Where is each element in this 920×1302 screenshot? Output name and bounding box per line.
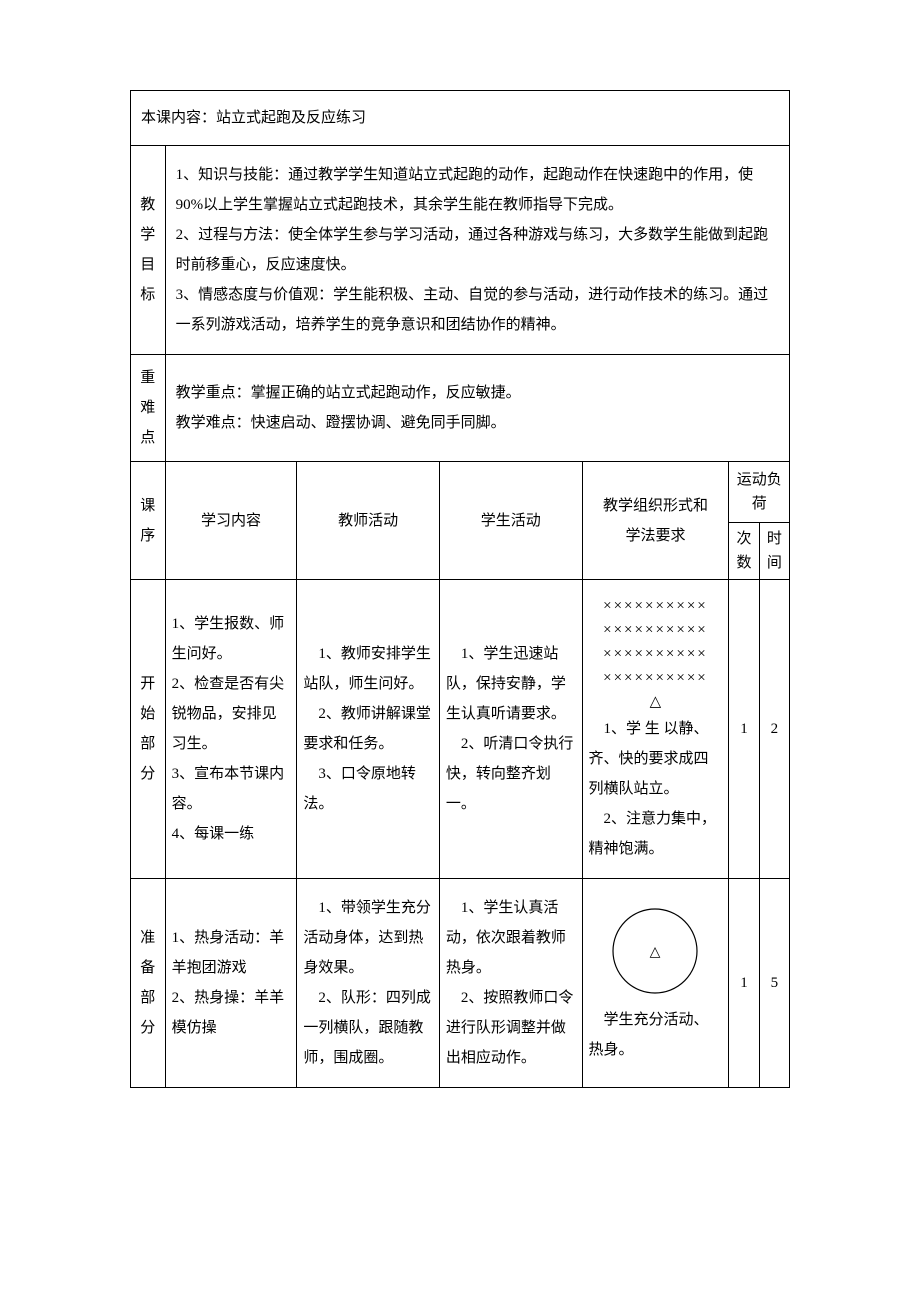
s2-teacher-2: 2、队形：四列成一列横队，跟随教师，围成圈。 xyxy=(303,983,433,1073)
s1-teacher-1: 1、教师安排学生站队，师生问好。 xyxy=(303,639,433,699)
header-duration: 时间 xyxy=(759,523,789,580)
s2-content-1: 1、热身活动：羊羊抱团游戏 xyxy=(172,923,291,983)
section-prep-content: 1、热身活动：羊羊抱团游戏 2、热身操：羊羊模仿操 xyxy=(165,879,297,1088)
header-teacher: 教师活动 xyxy=(297,462,440,580)
section-start-row: 开始部分 1、学生报数、师生问好。 2、检查是否有尖锐物品，安排见习生。 3、宣… xyxy=(131,580,790,879)
section-prep-label-text: 准备部分 xyxy=(135,923,161,1043)
keypoints-content: 教学重点：掌握正确的站立式起跑动作，反应敏捷。 教学难点：快速启动、蹬摆协调、避… xyxy=(165,355,789,462)
s1-content-3: 3、宣布本节课内容。 xyxy=(172,759,291,819)
section-start-teacher: 1、教师安排学生站队，师生问好。 2、教师讲解课堂要求和任务。 3、口令原地转法… xyxy=(297,580,440,879)
section-start-label: 开始部分 xyxy=(131,580,166,879)
section-prep-student: 1、学生认真活动，依次跟着教师热身。 2、按照教师口令进行队形调整并做出相应动作… xyxy=(439,879,582,1088)
lesson-plan-table: 本课内容：站立式起跑及反应练习 教学目标 1、知识与技能：通过教学学生知道站立式… xyxy=(130,90,790,1088)
objective-1: 1、知识与技能：通过教学学生知道站立式起跑的动作，起跑动作在快速跑中的作用，使 … xyxy=(176,160,779,220)
title-label: 本课内容： xyxy=(141,110,216,126)
section-start-content: 1、学生报数、师生问好。 2、检查是否有尖锐物品，安排见习生。 3、宣布本节课内… xyxy=(165,580,297,879)
s2-student-2: 2、按照教师口令进行队形调整并做出相应动作。 xyxy=(446,983,576,1073)
keypoints-label: 重难点 xyxy=(131,355,166,462)
header-org-bottom: 学法要求 xyxy=(587,521,725,551)
objectives-label-text: 教学目标 xyxy=(135,190,161,310)
circle-formation-icon: △ xyxy=(605,903,705,999)
objective-3: 3、情感态度与价值观：学生能积极、主动、自觉的参与活动，进行动作技术的练习。通过… xyxy=(176,280,779,340)
header-content: 学习内容 xyxy=(165,462,297,580)
s1-content-2: 2、检查是否有尖锐物品，安排见习生。 xyxy=(172,669,291,759)
header-org-top: 教学组织形式和 xyxy=(587,491,725,521)
table-header-row-1: 课序 学习内容 教师活动 学生活动 教学组织形式和 学法要求 运动负荷 xyxy=(131,462,790,523)
s1-teacher-3: 3、口令原地转法。 xyxy=(303,759,433,819)
s1-org-triangle: △ xyxy=(589,690,723,714)
section-prep-row: 准备部分 1、热身活动：羊羊抱团游戏 2、热身操：羊羊模仿操 1、带领学生充分活… xyxy=(131,879,790,1088)
keypoints-row: 重难点 教学重点：掌握正确的站立式起跑动作，反应敏捷。 教学难点：快速启动、蹬摆… xyxy=(131,355,790,462)
s1-org-1: 1、学 生 以静、齐、快的要求成四列横队站立。 xyxy=(589,714,723,804)
lesson-title-cell: 本课内容：站立式起跑及反应练习 xyxy=(131,91,790,146)
keypoints-label-text: 重难点 xyxy=(135,363,161,453)
s1-duration: 2 xyxy=(759,580,789,879)
s2-org-1: 学生充分活动、热身。 xyxy=(589,1005,723,1065)
s1-org-x2: ×××××××××× xyxy=(589,618,723,642)
keypoint-2: 教学难点：快速启动、蹬摆协调、避免同手同脚。 xyxy=(176,408,779,438)
objectives-content: 1、知识与技能：通过教学学生知道站立式起跑的动作，起跑动作在快速跑中的作用，使 … xyxy=(165,146,789,355)
section-prep-label: 准备部分 xyxy=(131,879,166,1088)
header-student: 学生活动 xyxy=(439,462,582,580)
section-start-student: 1、学生迅速站队，保持安静，学生认真听请要求。 2、听清口令执行快，转向整齐划一… xyxy=(439,580,582,879)
s1-org-x4: ×××××××××× xyxy=(589,666,723,690)
s1-content-1: 1、学生报数、师生问好。 xyxy=(172,609,291,669)
s2-content-2: 2、热身操：羊羊模仿操 xyxy=(172,983,291,1043)
section-start-label-text: 开始部分 xyxy=(135,669,161,789)
lesson-plan-page: 本课内容：站立式起跑及反应练习 教学目标 1、知识与技能：通过教学学生知道站立式… xyxy=(0,0,920,1148)
keypoint-1: 教学重点：掌握正确的站立式起跑动作，反应敏捷。 xyxy=(176,378,779,408)
circle-triangle: △ xyxy=(650,945,661,960)
s1-org-2: 2、注意力集中，精神饱满。 xyxy=(589,804,723,864)
section-prep-org: △ 学生充分活动、热身。 xyxy=(582,879,729,1088)
s1-content-4: 4、每课一练 xyxy=(172,819,291,849)
objective-2: 2、过程与方法：使全体学生参与学习活动，通过各种游戏与练习，大多数学生能做到起跑… xyxy=(176,220,779,280)
header-times: 次数 xyxy=(729,523,759,580)
objectives-label: 教学目标 xyxy=(131,146,166,355)
header-sequence: 课序 xyxy=(131,462,166,580)
s2-times: 1 xyxy=(729,879,759,1088)
s1-student-1: 1、学生迅速站队，保持安静，学生认真听请要求。 xyxy=(446,639,576,729)
s1-org-x3: ×××××××××× xyxy=(589,642,723,666)
header-org: 教学组织形式和 学法要求 xyxy=(582,462,729,580)
header-load: 运动负荷 xyxy=(729,462,790,523)
s1-teacher-2: 2、教师讲解课堂要求和任务。 xyxy=(303,699,433,759)
s1-student-2: 2、听清口令执行快，转向整齐划一。 xyxy=(446,729,576,819)
objectives-row: 教学目标 1、知识与技能：通过教学学生知道站立式起跑的动作，起跑动作在快速跑中的… xyxy=(131,146,790,355)
s1-org-x1: ×××××××××× xyxy=(589,594,723,618)
section-prep-teacher: 1、带领学生充分活动身体，达到热身效果。 2、队形：四列成一列横队，跟随教师，围… xyxy=(297,879,440,1088)
s1-times: 1 xyxy=(729,580,759,879)
s2-duration: 5 xyxy=(759,879,789,1088)
s2-teacher-1: 1、带领学生充分活动身体，达到热身效果。 xyxy=(303,893,433,983)
title-row: 本课内容：站立式起跑及反应练习 xyxy=(131,91,790,146)
section-start-org: ×××××××××× ×××××××××× ×××××××××× ×××××××… xyxy=(582,580,729,879)
title-value: 站立式起跑及反应练习 xyxy=(216,110,366,126)
s2-student-1: 1、学生认真活动，依次跟着教师热身。 xyxy=(446,893,576,983)
